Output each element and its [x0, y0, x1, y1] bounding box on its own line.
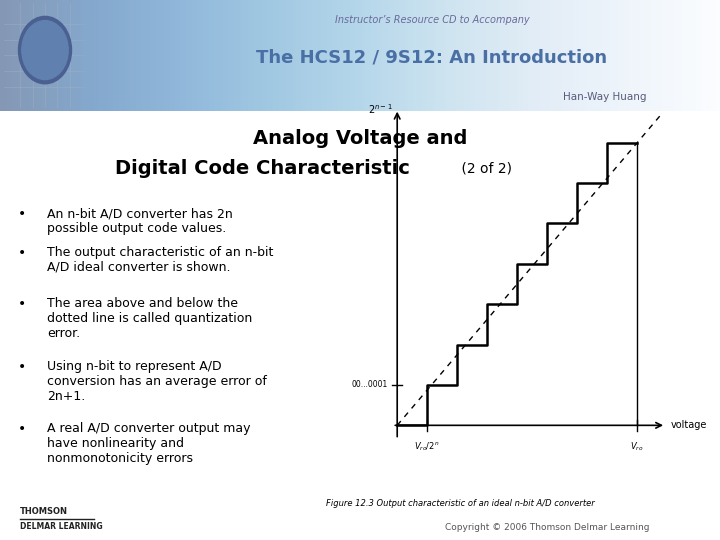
- Text: Analog Voltage and: Analog Voltage and: [253, 129, 467, 148]
- Text: $V_{ro}$: $V_{ro}$: [631, 441, 644, 454]
- Text: •: •: [18, 207, 26, 221]
- Text: Figure 12.3 Output characteristic of an ideal n-bit A/D converter: Figure 12.3 Output characteristic of an …: [326, 499, 595, 508]
- Text: $2^{n-1}$: $2^{n-1}$: [368, 102, 392, 116]
- Text: $V_{ro}/2^n$: $V_{ro}/2^n$: [415, 441, 440, 454]
- Text: A real A/D converter output may
have nonlinearity and
nonmonotonicity errors: A real A/D converter output may have non…: [47, 422, 251, 465]
- Text: Instructor’s Resource CD to Accompany: Instructor’s Resource CD to Accompany: [335, 15, 529, 25]
- Text: DELMAR LEARNING: DELMAR LEARNING: [20, 522, 103, 531]
- Circle shape: [19, 16, 71, 84]
- Text: Copyright © 2006 Thomson Delmar Learning: Copyright © 2006 Thomson Delmar Learning: [445, 523, 649, 532]
- Text: The area above and below the
dotted line is called quantization
error.: The area above and below the dotted line…: [47, 298, 252, 340]
- Text: voltage: voltage: [671, 420, 707, 430]
- Text: •: •: [18, 422, 26, 436]
- Text: The output characteristic of an n-bit
A/D ideal converter is shown.: The output characteristic of an n-bit A/…: [47, 246, 273, 274]
- Text: Using n-bit to represent A/D
conversion has an average error of
2n+1.: Using n-bit to represent A/D conversion …: [47, 360, 266, 403]
- Text: An n-bit A/D converter has 2n
possible output code values.: An n-bit A/D converter has 2n possible o…: [47, 207, 233, 235]
- Text: Han-Way Huang: Han-Way Huang: [563, 92, 647, 103]
- Circle shape: [22, 21, 68, 79]
- Text: 00...0001: 00...0001: [351, 381, 387, 389]
- Text: •: •: [18, 246, 26, 260]
- Text: The HCS12 / 9S12: An Introduction: The HCS12 / 9S12: An Introduction: [256, 49, 608, 66]
- Text: (2 of 2): (2 of 2): [457, 161, 512, 176]
- Text: •: •: [18, 360, 26, 374]
- Text: THOMSON: THOMSON: [20, 508, 68, 516]
- Text: •: •: [18, 298, 26, 312]
- Text: Digital Code Characteristic: Digital Code Characteristic: [115, 159, 410, 178]
